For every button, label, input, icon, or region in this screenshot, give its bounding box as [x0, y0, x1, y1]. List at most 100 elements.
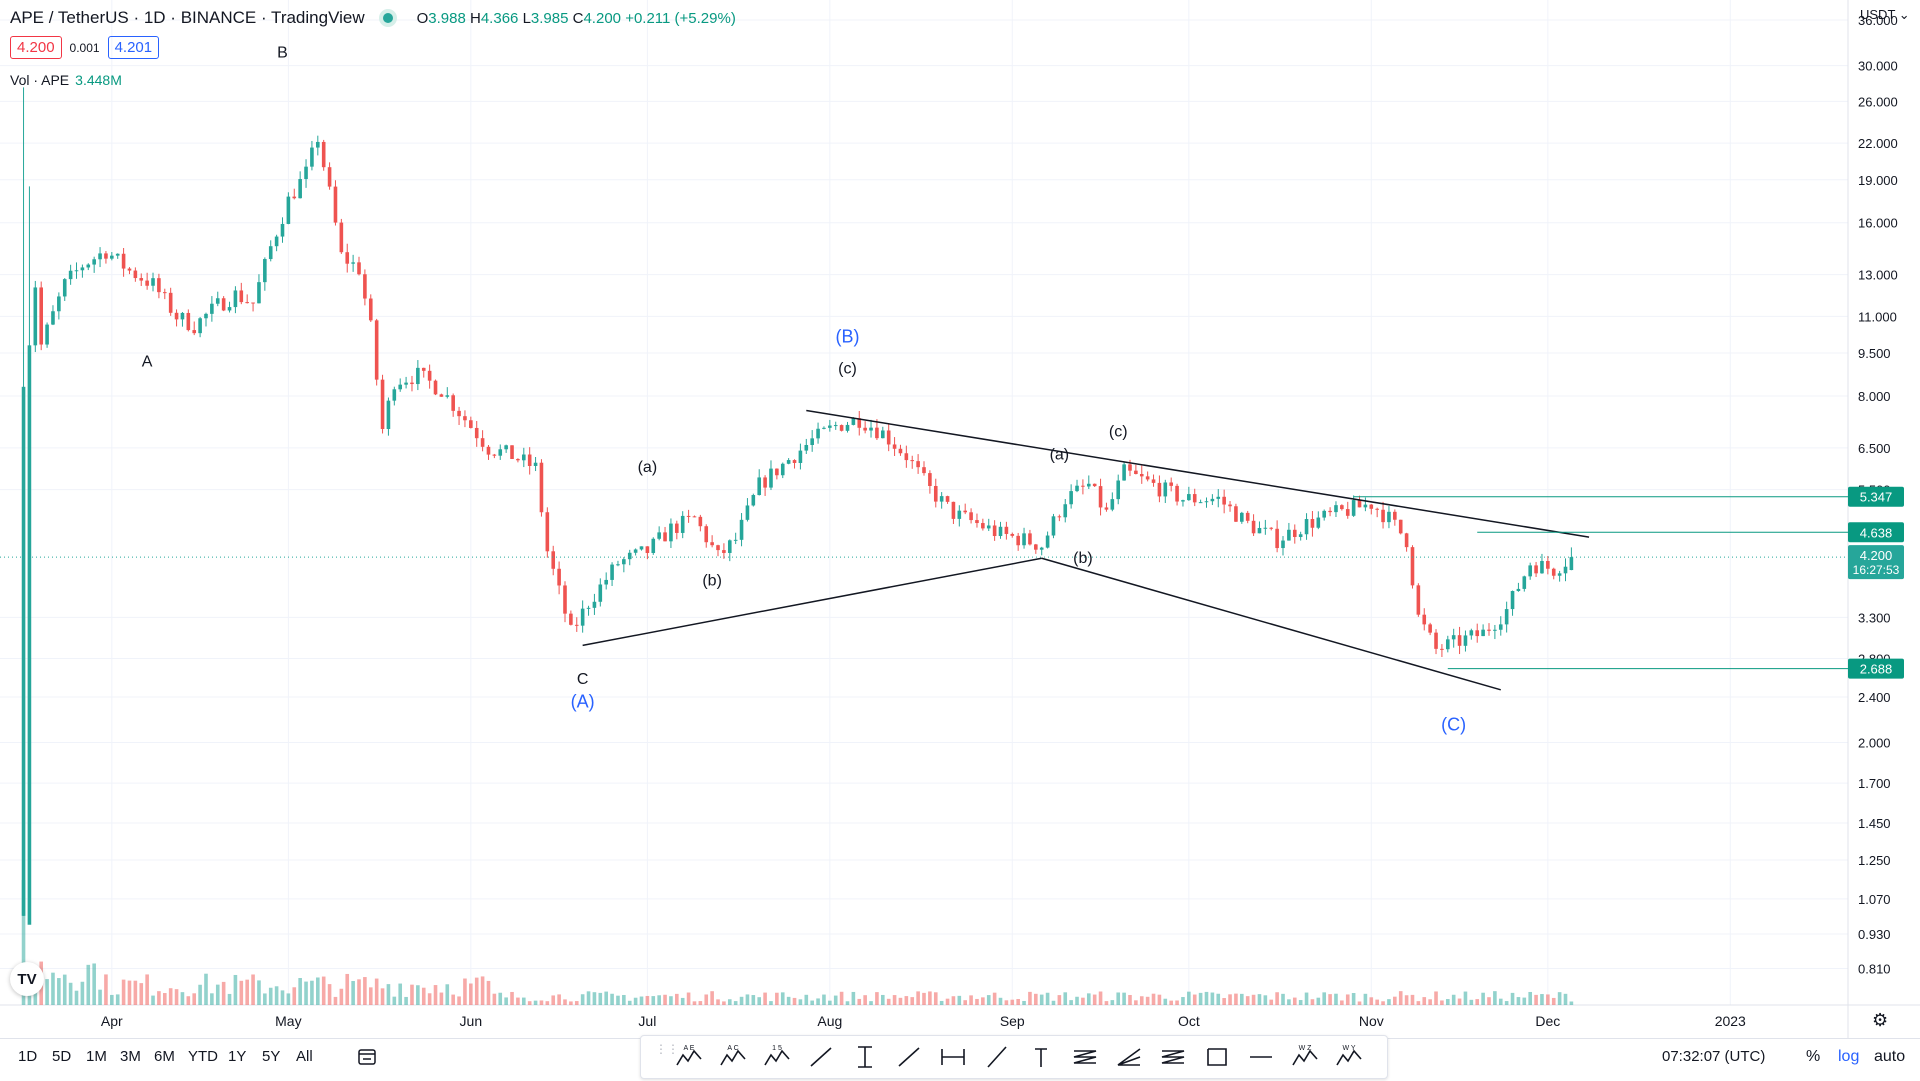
horizontal-line-tool-icon[interactable]	[1241, 1040, 1281, 1074]
volume-bar	[627, 1000, 632, 1005]
candle-body	[1057, 516, 1062, 518]
parallel-lines-tool-icon[interactable]	[1065, 1040, 1105, 1074]
candle-body	[757, 477, 762, 496]
auto-scale-button[interactable]: auto	[1874, 1048, 1906, 1065]
volume-bar	[745, 994, 750, 1005]
volume-bar	[357, 979, 361, 1005]
volume-legend[interactable]: Vol · APE 3.448M	[10, 72, 122, 88]
tradingview-logo-icon[interactable]: TV	[10, 962, 44, 996]
range-button-ytd[interactable]: YTD	[188, 1048, 218, 1065]
y-tick-label: 30.000	[1858, 59, 1898, 74]
candle-body	[945, 496, 950, 502]
volume-bar	[939, 1000, 944, 1005]
volume-bar	[292, 987, 297, 1005]
symbol-title[interactable]: APE / TetherUS · 1D · BINANCE · TradingV…	[10, 8, 365, 27]
candle-body	[345, 252, 350, 264]
drag-handle-icon[interactable]: ⋮⋮	[655, 1042, 679, 1056]
candle-body	[786, 460, 791, 464]
volume-bar	[710, 991, 714, 1005]
candle-body	[716, 545, 720, 551]
volume-bar	[1016, 998, 1020, 1005]
candle-body	[469, 420, 473, 428]
range-button-1d[interactable]: 1D	[18, 1048, 38, 1065]
candle-body	[1510, 591, 1515, 610]
candle-body	[1304, 519, 1309, 535]
calendar-goto-icon[interactable]	[356, 1046, 378, 1068]
candle-body	[333, 186, 338, 223]
rectangle-tool-icon[interactable]	[1197, 1040, 1237, 1074]
trend-line-tool-icon[interactable]	[801, 1040, 841, 1074]
y-tick-label: 36.000	[1858, 13, 1898, 28]
candle-body	[386, 400, 391, 430]
volume-bar	[1163, 998, 1168, 1005]
volume-bar	[486, 980, 491, 1005]
volume-bar	[1039, 994, 1044, 1005]
candle-body	[68, 270, 73, 280]
candle-body	[1222, 496, 1226, 505]
candle-body	[833, 425, 838, 427]
candle-body	[1128, 464, 1132, 471]
candle-body	[775, 468, 779, 476]
pattern-wz-tool-icon[interactable]: W Z	[1285, 1040, 1325, 1074]
vertical-range-tool-icon[interactable]	[845, 1040, 885, 1074]
volume-bar	[345, 973, 350, 1005]
brush-tool-icon[interactable]	[977, 1040, 1017, 1074]
utc-clock[interactable]: 07:32:07 (UTC)	[1662, 1048, 1766, 1065]
pattern-wy-tool-icon[interactable]: W Y	[1329, 1040, 1369, 1074]
candle-body	[663, 532, 667, 542]
candle-body	[1204, 501, 1209, 503]
volume-bar	[115, 994, 120, 1005]
range-button-3m[interactable]: 3M	[120, 1048, 141, 1065]
volume-bar	[80, 981, 85, 1005]
sell-button[interactable]: 4.200	[10, 36, 62, 59]
candle-body	[710, 542, 714, 546]
candle-body	[1092, 483, 1097, 487]
volume-bar	[810, 1000, 814, 1005]
range-button-1y[interactable]: 1Y	[228, 1048, 247, 1065]
percent-scale-button[interactable]: %	[1806, 1048, 1821, 1065]
volume-bar	[316, 977, 320, 1005]
candle-body	[574, 624, 579, 626]
range-button-all[interactable]: All	[296, 1048, 313, 1065]
pattern-ae-tool-icon[interactable]: A E	[669, 1040, 709, 1074]
volume-bar	[1304, 992, 1309, 1005]
candle-body	[227, 307, 232, 311]
date-range-tool-icon[interactable]	[933, 1040, 973, 1074]
volume-bar	[527, 1001, 532, 1005]
ray-tool-icon[interactable]	[889, 1040, 929, 1074]
volume-bar	[1028, 991, 1032, 1005]
range-button-5d[interactable]: 5D	[52, 1048, 72, 1065]
candle-body	[816, 428, 820, 439]
gear-icon[interactable]: ⚙	[1872, 1010, 1889, 1030]
wave-label: (B)	[835, 327, 859, 347]
buy-button[interactable]: 4.201	[107, 36, 160, 59]
volume-bar	[1075, 996, 1079, 1005]
volume-bar	[1204, 991, 1209, 1005]
volume-bar	[380, 988, 385, 1005]
currency-selector[interactable]: USDT ⌄	[1860, 7, 1910, 22]
volume-bar	[1369, 997, 1374, 1005]
range-button-5y[interactable]: 5Y	[262, 1048, 281, 1065]
volume-bar	[1416, 1001, 1421, 1005]
volume-bar	[1134, 1000, 1138, 1005]
volume-bar	[969, 995, 973, 1005]
volume-label: Vol · APE	[10, 72, 70, 88]
pattern-15-tool-icon[interactable]: 1 5	[757, 1040, 797, 1074]
volume-bar	[121, 979, 126, 1005]
candle-body	[604, 579, 608, 585]
candle-body	[1151, 479, 1156, 483]
log-scale-button[interactable]: log	[1838, 1048, 1860, 1065]
price-chart[interactable]: 36.000 30.000 26.000 22.000 19.000 16.000 13.0…	[0, 0, 1920, 1040]
volume-bar	[680, 997, 685, 1005]
text-tool-icon[interactable]	[1021, 1040, 1061, 1074]
fib-lines-tool-icon[interactable]	[1109, 1040, 1149, 1074]
price-level-tag	[1848, 486, 1904, 507]
candle-body	[57, 296, 61, 312]
volume-bar	[1234, 993, 1238, 1005]
range-button-6m[interactable]: 6M	[154, 1048, 175, 1065]
candle-body	[675, 523, 679, 533]
range-button-1m[interactable]: 1M	[86, 1048, 107, 1065]
change-value: +0.211 (+5.29%)	[625, 9, 736, 27]
pattern-ac-tool-icon[interactable]: A C	[713, 1040, 753, 1074]
fib-fan-tool-icon[interactable]	[1153, 1040, 1193, 1074]
